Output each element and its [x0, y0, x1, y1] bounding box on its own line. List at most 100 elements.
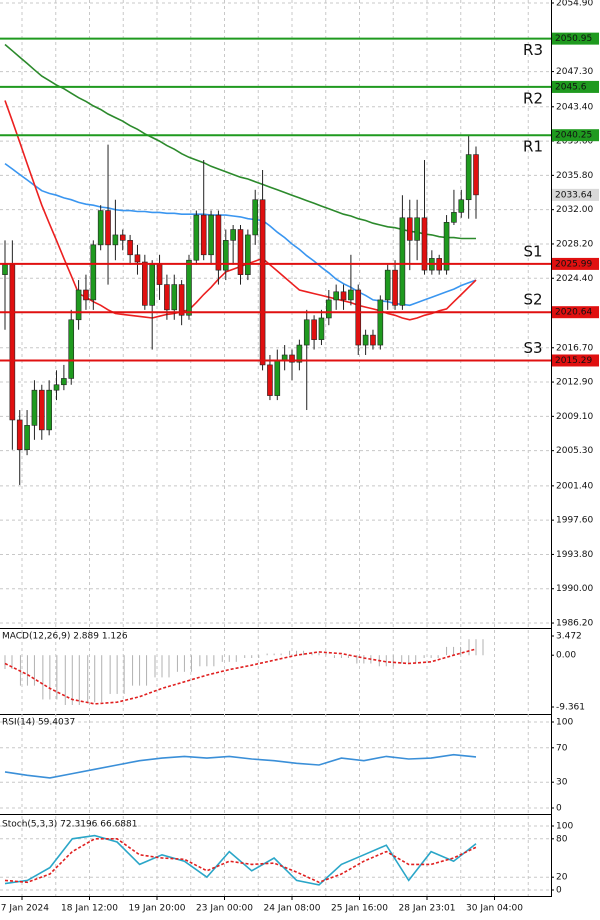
candle-body	[311, 319, 317, 340]
level-value-box	[552, 129, 599, 142]
candle-body	[9, 264, 16, 421]
candle-body	[289, 354, 295, 363]
candle-body	[245, 234, 251, 275]
candle-body	[83, 289, 89, 301]
level-value: 2025.99	[555, 259, 592, 269]
y-tick-label: 1990.00	[556, 584, 593, 594]
y-tick-label: 1997.60	[556, 516, 593, 526]
x-tick-label: 25 Jan 16:00	[331, 904, 388, 914]
y-tick-label: 20	[556, 873, 568, 883]
candle-body	[451, 212, 457, 223]
y-tick-label: 100	[556, 822, 573, 832]
candle-body	[267, 364, 273, 396]
candle-body	[296, 344, 303, 363]
candle-body	[105, 210, 111, 246]
candle-body	[340, 291, 347, 301]
candle-body	[406, 217, 413, 241]
level-value-box	[552, 32, 599, 45]
candle-body	[193, 214, 200, 261]
moving-average-line	[4, 43, 476, 240]
candle-body	[399, 217, 406, 306]
level-name: R3	[523, 41, 543, 59]
candle-body	[377, 299, 384, 346]
y-tick-label: 2035.80	[556, 171, 593, 181]
candle-body	[186, 259, 192, 316]
candle-body	[46, 389, 52, 431]
candle-body	[112, 234, 119, 246]
x-tick-label: 23 Jan 00:00	[196, 904, 253, 914]
candle-body	[230, 229, 236, 241]
candle-body	[222, 240, 229, 271]
level-value: 2050.95	[555, 34, 592, 44]
x-tick-label: 17 Jan 2024	[0, 904, 49, 914]
y-tick-label: 2016.70	[556, 343, 593, 353]
signal-line	[4, 648, 477, 705]
y-tick-label: 2009.10	[556, 412, 593, 422]
x-tick-label: 19 Jan 20:00	[129, 904, 186, 914]
candle-body	[90, 244, 97, 301]
candle-body	[53, 384, 60, 391]
candle-body	[38, 389, 45, 431]
candle-body	[421, 217, 428, 271]
y-tick-label: 2012.90	[556, 378, 593, 388]
level-name: S2	[523, 291, 542, 309]
candle-body	[171, 284, 178, 311]
level-name: R2	[523, 89, 543, 107]
level-name: S1	[523, 242, 542, 260]
candle-body	[156, 264, 163, 285]
level-value-box	[552, 257, 599, 270]
candle-body	[326, 299, 332, 319]
candle-body	[68, 319, 75, 379]
y-tick-label: 100	[556, 718, 573, 728]
candle-body	[259, 199, 266, 366]
candle-body	[414, 217, 420, 241]
level-value-box	[552, 354, 599, 367]
y-tick-label: 1993.80	[556, 550, 593, 560]
candle-body	[237, 229, 244, 275]
level-value: 2020.64	[555, 308, 592, 318]
y-tick-label: 2039.60	[556, 137, 593, 147]
y-tick-label: 80	[556, 834, 568, 844]
y-tick-label: 0	[556, 886, 562, 896]
candle-body	[355, 289, 362, 346]
y-tick-label: 1986.20	[556, 619, 593, 629]
candle-body	[465, 154, 472, 201]
candle-body	[142, 261, 148, 306]
level-value: 2045.6	[555, 82, 587, 92]
candle-body	[473, 154, 479, 196]
last-price: 2033.64	[555, 190, 592, 200]
candle-body	[362, 334, 369, 346]
candle-body	[127, 240, 133, 256]
y-tick-label: 2047.30	[556, 67, 593, 77]
x-tick-label: 18 Jan 12:00	[61, 904, 118, 914]
candle-body	[274, 360, 281, 396]
last-price-box	[552, 188, 599, 201]
x-tick-label: 24 Jan 08:00	[264, 904, 321, 914]
candle-body	[443, 222, 450, 271]
candle-body	[164, 284, 170, 311]
candle-body	[252, 199, 259, 236]
y-tick-label: 2032.00	[556, 205, 593, 215]
candle-body	[333, 291, 339, 301]
candle-body	[200, 214, 207, 256]
candle-body	[384, 269, 391, 301]
y-tick-label: -9.361	[556, 702, 585, 712]
candle-body	[119, 234, 126, 241]
level-value-box	[552, 306, 599, 319]
candle-body	[303, 319, 310, 346]
level-value: 2040.25	[555, 131, 592, 141]
y-tick-label: 2028.20	[556, 239, 593, 249]
candle-body	[149, 264, 155, 306]
candle-body	[2, 264, 8, 275]
indicator-line	[4, 837, 477, 884]
y-tick-label: 70	[556, 743, 568, 753]
candle-body	[75, 289, 82, 321]
candle-body	[208, 214, 214, 256]
level-value: 2015.29	[555, 356, 592, 366]
candle-body	[348, 289, 354, 301]
candle-body	[61, 378, 67, 386]
candle-body	[215, 214, 222, 271]
y-tick-label: 3.472	[556, 632, 582, 642]
